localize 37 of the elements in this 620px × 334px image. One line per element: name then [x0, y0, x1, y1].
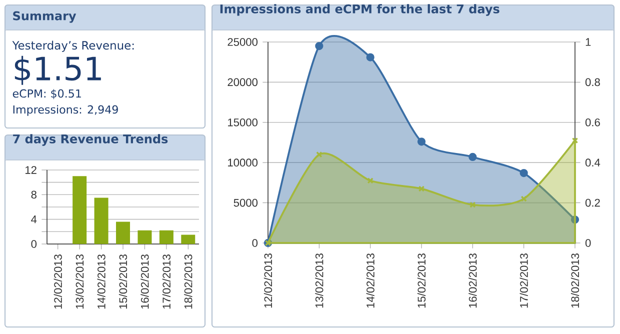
x-tick-label: 14/02/2013: [97, 254, 106, 309]
x-tick-label: 15/02/2013: [417, 254, 426, 308]
y-tick-label: 8: [31, 190, 36, 199]
text: $1.51: [14, 56, 101, 85]
x-tick-label: 12/02/2013: [54, 254, 62, 309]
x-tick-label: 17/02/2013: [520, 254, 528, 308]
y-tick-label: 12: [25, 166, 36, 174]
y-tick-label: 20000: [228, 78, 258, 86]
y-tick-label: 25000: [228, 38, 258, 46]
y2-tick-label: 0.4: [585, 158, 600, 166]
text: Impressions: 2,949: [13, 105, 118, 116]
y2-tick-label: 0: [585, 239, 591, 247]
y-tick-label: 10000: [228, 158, 258, 167]
y-tick-label: 15000: [228, 118, 258, 126]
y-tick-label: 5000: [234, 198, 258, 207]
y2-tick-label: 0.6: [585, 118, 600, 126]
x-tick-label: 12/02/2013: [264, 254, 272, 308]
y-tick-label: 4: [31, 216, 37, 224]
chart-title: Impressions and eCPM for the last 7 days: [220, 4, 500, 16]
text: Summary: [13, 11, 76, 23]
x-tick-label: 13/02/2013: [76, 254, 84, 309]
y-tick-label: 0: [31, 240, 37, 248]
x-tick-label: 13/02/2013: [315, 254, 324, 308]
x-tick-label: 16/02/2013: [468, 254, 477, 308]
x-tick-label: 18/02/2013: [184, 254, 192, 309]
x-tick-label: 17/02/2013: [162, 254, 170, 309]
text: eCPM: $0.51: [12, 89, 81, 100]
x-tick-label: 15/02/2013: [118, 254, 128, 309]
x-tick-label: 14/02/2013: [366, 254, 374, 308]
y2-tick-label: 0.8: [585, 78, 600, 86]
y2-tick-label: 1: [586, 38, 591, 46]
chart-title: 7 days Revenue Trends: [13, 134, 168, 146]
x-tick-label: 16/02/2013: [140, 254, 149, 309]
x-tick-label: 18/02/2013: [570, 254, 580, 308]
y2-tick-label: 0.2: [585, 198, 600, 207]
y-tick-label: 0: [252, 239, 258, 247]
text: Yesterday’s Revenue:: [12, 40, 134, 52]
